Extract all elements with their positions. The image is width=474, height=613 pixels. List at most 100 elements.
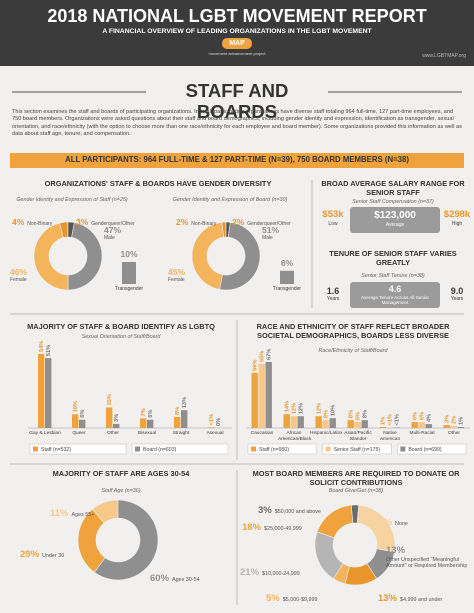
bar: [251, 372, 258, 428]
value-label: 21%: [240, 567, 260, 578]
tenure-average: 4.6: [388, 284, 402, 294]
bar: [443, 425, 450, 428]
salary-low: $53k: [322, 209, 344, 220]
category-label: Transgender: [114, 286, 144, 292]
category-label: $5,000-$9,999: [282, 597, 318, 603]
bar: [72, 414, 79, 428]
slice-label: 18% $25,000-49,999: [242, 517, 302, 535]
banner-bg: [10, 153, 464, 168]
bar: [283, 414, 290, 428]
slice-label: 5% $5,000-$9,999: [266, 588, 318, 606]
value-label: 10%: [73, 401, 79, 412]
category-label: Ages 55+: [71, 512, 95, 518]
x-tick-label: African American/Black: [278, 431, 312, 442]
bar: [147, 419, 154, 428]
value-label: 8%: [175, 407, 181, 415]
value-label: 54%: [39, 341, 45, 352]
value-label: 6%: [80, 410, 86, 418]
bar: [181, 410, 188, 428]
value-label: 18%: [242, 522, 262, 533]
value-label: 10%: [120, 249, 138, 259]
legend-swatch: [33, 446, 38, 452]
salary-low-label: Low: [328, 221, 338, 227]
legend-box: [322, 443, 392, 455]
legend-swatch: [400, 446, 406, 452]
logo: MAP: [229, 39, 245, 47]
bar: [425, 424, 432, 428]
x-tick-label: Asian/Pacific Islander: [344, 431, 372, 442]
slice-label: 4% Non-Binary: [12, 212, 52, 230]
tenure-box: [350, 282, 440, 308]
legend-swatch: [251, 446, 256, 452]
value-label: 6%: [148, 410, 154, 418]
value-label: 26%: [373, 517, 393, 528]
value-label: 10%: [330, 405, 336, 416]
slice-label: 60% Ages 30-54: [150, 568, 200, 586]
slice-label: 51% Male: [262, 225, 279, 242]
salary-box: [350, 207, 440, 233]
value-label: 4%: [12, 217, 25, 227]
value-label: 60%: [150, 573, 170, 584]
chart-subtitle: Staff Age (n=36): [101, 488, 141, 494]
x-tick-label: Asexual: [206, 431, 224, 436]
value-label: 3%: [444, 415, 450, 423]
category-label: Non-Binary: [27, 221, 53, 227]
value-label: 0%: [216, 418, 222, 426]
slice: [77, 508, 106, 573]
value-label: 8%: [323, 410, 329, 418]
value-label: 14%: [284, 401, 290, 412]
category-label: Transgender: [272, 286, 302, 292]
value-label: 6%: [280, 257, 294, 268]
slice: [316, 504, 354, 539]
legend-box: [247, 443, 317, 455]
chart-subtitle: Race/Ethnicity of Staff/Board: [318, 348, 388, 354]
value-label: 13%: [182, 397, 188, 408]
slice: [33, 222, 69, 291]
tenure-high: 9.0: [450, 286, 464, 296]
category-label: Female: [168, 276, 185, 283]
tenure-subtitle: Senior Staff Tenure (n=38): [361, 273, 425, 279]
bar: [297, 416, 304, 428]
value-label: 67%: [266, 349, 272, 360]
category-label: $10,000-24,999: [262, 571, 300, 577]
value-label: 11%: [50, 508, 69, 519]
bar: [265, 362, 272, 428]
bar: [280, 270, 294, 284]
slice-label: 46% Female: [10, 267, 27, 284]
slice: [94, 499, 159, 581]
banner: ALL PARTICIPANTS: 964 FULL-TIME & 127 PA…: [65, 155, 409, 164]
x-tick-label: Multi-Racial: [409, 431, 435, 436]
slice-label: 13% $4,999 and under: [378, 588, 442, 606]
value-label: 6%: [355, 412, 361, 420]
chart-subtitle: Board Give/Get (n=38): [328, 488, 384, 494]
value-label: 12%: [291, 403, 297, 414]
x-tick-label: Queer: [72, 431, 86, 436]
bar: [315, 416, 322, 428]
legend-swatch: [325, 446, 331, 452]
value-label: 6%: [412, 412, 418, 420]
bar: [113, 423, 120, 428]
category-label: $25,000-49,999: [264, 526, 302, 532]
value-label: 2%: [176, 217, 189, 227]
legend-box: [397, 443, 467, 455]
category-label: Male: [262, 234, 273, 241]
bar: [361, 420, 368, 428]
value-label: 7%: [141, 408, 147, 416]
bar: [140, 418, 147, 428]
value-label: 2%: [451, 416, 457, 424]
slice-label: 13% Other Unspecified "Meaningful Amount"…: [386, 545, 468, 569]
slice-label: 3% Genderqueer/Other: [76, 212, 135, 230]
value-label: 15%: [107, 394, 113, 405]
value-label: 13%: [378, 593, 398, 604]
slice-label: 26% None: [373, 512, 408, 530]
legend-label: Staff (n=950): [259, 447, 289, 453]
tenure-low-label: Years: [326, 296, 340, 302]
x-tick-label: Hispanic/Latinx: [310, 431, 343, 436]
bar: [329, 418, 336, 428]
bar: [258, 363, 265, 428]
x-tick-label: Native American: [379, 431, 401, 442]
value-label: 47%: [104, 225, 122, 235]
bar: [122, 262, 136, 284]
section-title: STAFF AND BOARDS: [185, 80, 289, 123]
